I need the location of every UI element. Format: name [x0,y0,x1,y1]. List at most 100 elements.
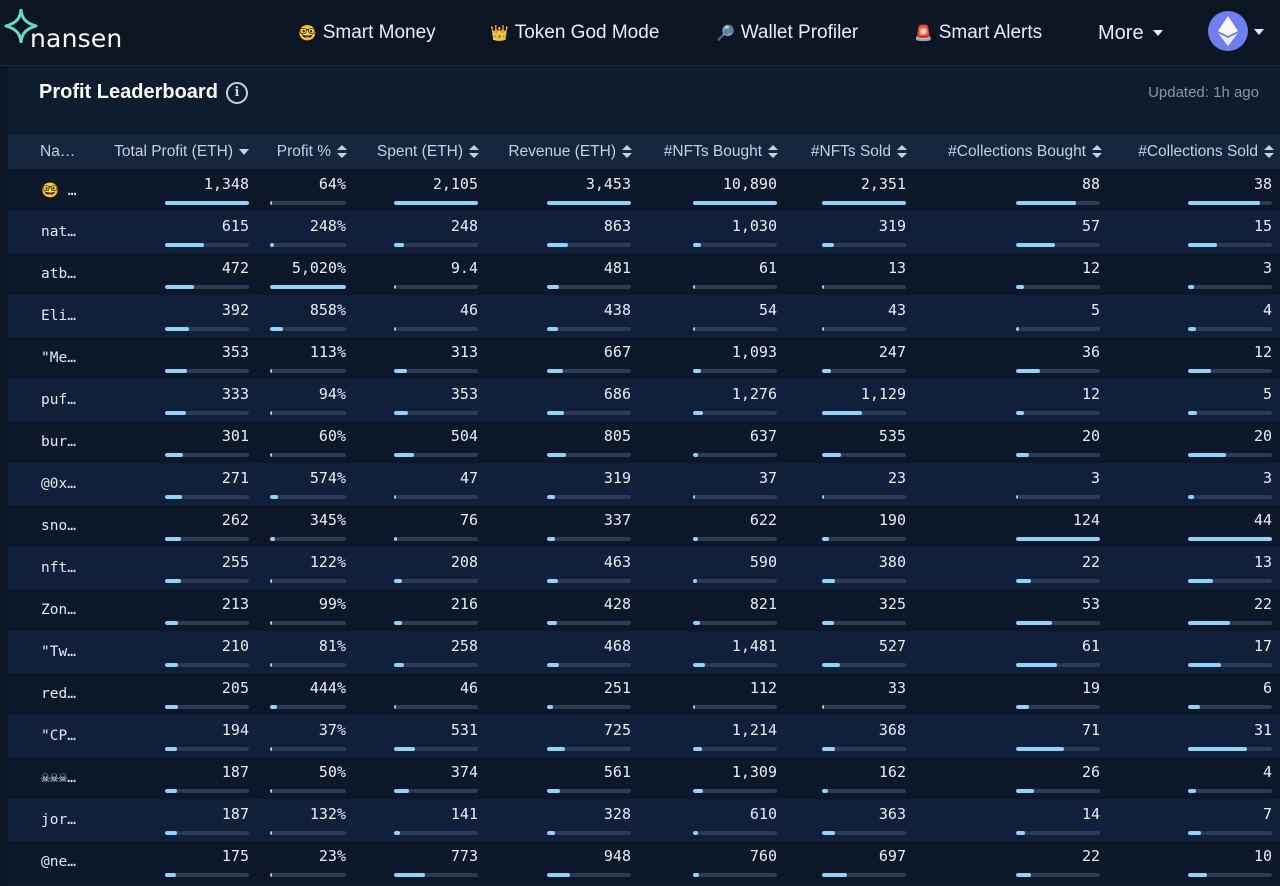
wallet-name[interactable]: Zon… [41,602,76,618]
column-header-profit-pct[interactable]: Profit % [248,135,347,169]
table-cell: 345% [270,505,346,547]
value-bar [270,831,346,835]
value-bar [547,747,631,751]
table-row[interactable]: jor… 187 132% 141 328 610 363 14 7 [8,799,1280,841]
wallet-name[interactable]: 🤓 … [41,183,77,199]
value-bar [394,285,478,289]
value-bar [1188,285,1272,289]
column-header-spent[interactable]: Spent (ETH) [358,135,479,169]
page-title: Profit Leaderboard [39,81,218,103]
value-bar-fill [165,789,177,793]
value-bar-fill [270,663,272,667]
table-row[interactable]: bur… 301 60% 504 805 637 535 20 20 [8,421,1280,463]
nav-wallet-profiler[interactable]: 🔎 Wallet Profiler [716,0,858,66]
cell-value: 15 [1253,217,1272,235]
nav-more-menu[interactable]: More [1098,0,1163,66]
value-bar-fill [394,453,415,457]
value-bar-fill [822,873,848,877]
value-bar [270,453,346,457]
value-bar [693,327,777,331]
table-row[interactable]: nft… 255 122% 208 463 590 380 22 13 [8,547,1280,589]
wallet-name[interactable]: "Me… [41,350,76,366]
table-cell: 481 [547,253,631,295]
cell-value: 271 [221,469,249,487]
cell-value: 472 [221,259,249,277]
column-header-nfts-bought[interactable]: #NFTs Bought [638,135,778,169]
info-icon[interactable]: i [225,81,248,104]
cell-value: 637 [749,427,777,445]
table-row[interactable]: 🤓 … 1,348 64% 2,105 3,453 10,890 2,351 88 38 [8,169,1280,211]
cell-value: 38 [1253,175,1272,193]
table-cell: 47 [394,463,478,505]
value-bar [822,453,906,457]
column-header-name[interactable]: Na… [40,135,100,169]
nav-label: Smart Alerts [938,22,1043,43]
table-row[interactable]: sno… 262 345% 76 337 622 190 124 44 [8,505,1280,547]
chain-avatar[interactable] [1208,11,1248,51]
table-row[interactable]: "Me… 353 113% 313 667 1,093 247 36 12 [8,337,1280,379]
table-row[interactable]: "CP… 194 37% 531 725 1,214 368 71 31 [8,715,1280,757]
table-cell: 13 [822,253,906,295]
column-header-collections-bought[interactable]: #Collections Bought [908,135,1102,169]
nav-smart-money[interactable]: 🤓 Smart Money [298,0,436,66]
table-row[interactable]: @ne… 175 23% 773 948 760 697 22 10 [8,841,1280,883]
cell-value: 353 [221,343,249,361]
table-cell: 124 [1016,505,1100,547]
wallet-name[interactable]: puf… [41,392,76,408]
value-bar-fill [1188,579,1214,583]
wallet-name[interactable]: jor… [41,812,76,828]
account-chevron-down-icon[interactable] [1254,29,1264,35]
column-header-total-profit[interactable]: Total Profit (ETH) [98,135,249,169]
wallet-name[interactable]: red… [41,686,76,702]
column-header-collections-sold[interactable]: #Collections Sold [1104,135,1274,169]
value-bar-fill [1188,243,1217,247]
table-row[interactable]: red… 205 444% 46 251 112 33 19 6 [8,673,1280,715]
table-cell: 5,020% [270,253,346,295]
cell-value: 251 [603,679,631,697]
nansen-logo[interactable]: nansen [4,8,122,54]
wallet-name[interactable]: Eli… [41,308,76,324]
table-row[interactable]: ☠☠☠… 187 50% 374 561 1,309 162 26 4 [8,757,1280,799]
wallet-name[interactable]: "CP… [41,728,76,744]
wallet-name[interactable]: sno… [41,518,76,534]
wallet-name[interactable]: atb… [41,266,76,282]
cell-value: 3,453 [585,175,631,193]
table-row[interactable]: nat… 615 248% 248 863 1,030 319 57 15 [8,211,1280,253]
value-bar-fill [394,873,426,877]
value-bar [822,411,906,415]
wallet-name[interactable]: @ne… [41,854,76,870]
column-header-nfts-sold[interactable]: #NFTs Sold [778,135,907,169]
value-bar [165,663,249,667]
column-header-revenue[interactable]: Revenue (ETH) [488,135,632,169]
table-cell: 1,481 [693,631,777,673]
table-cell: 5 [1188,379,1272,421]
table-row[interactable]: @0x… 271 574% 47 319 37 23 3 3 [8,463,1280,505]
table-cell: 535 [822,421,906,463]
table-cell: 132% [270,799,346,841]
wallet-name[interactable]: ☠☠☠… [41,770,76,786]
value-bar [394,327,478,331]
table-cell: 472 [165,253,249,295]
wallet-name[interactable]: bur… [41,434,76,450]
table-row[interactable]: puf… 333 94% 353 686 1,276 1,129 12 5 [8,379,1280,421]
table-row[interactable]: Zon… 213 99% 216 428 821 325 53 22 [8,589,1280,631]
wallet-name[interactable]: nft… [41,560,76,576]
wallet-name[interactable]: nat… [41,224,76,240]
table-cell: 444% [270,673,346,715]
value-bar [1016,537,1100,541]
table-cell: 37 [693,463,777,505]
cell-value: 527 [878,637,906,655]
table-row[interactable]: "Tw… 210 81% 258 468 1,481 527 61 17 [8,631,1280,673]
value-bar-fill [822,621,834,625]
table-row[interactable]: Eli… 392 858% 46 438 54 43 5 4 [8,295,1280,337]
cell-value: 141 [450,805,478,823]
value-bar [394,369,478,373]
nav-token-god-mode[interactable]: 👑 Token God Mode [490,0,659,66]
wallet-name[interactable]: "Tw… [41,644,76,660]
table-cell: 258 [394,631,478,673]
value-bar [547,201,631,205]
wallet-name[interactable]: @0x… [41,476,76,492]
value-bar-fill [270,285,346,289]
nav-smart-alerts[interactable]: 🚨 Smart Alerts [914,0,1042,66]
table-row[interactable]: atb… 472 5,020% 9.4 481 61 13 12 3 [8,253,1280,295]
